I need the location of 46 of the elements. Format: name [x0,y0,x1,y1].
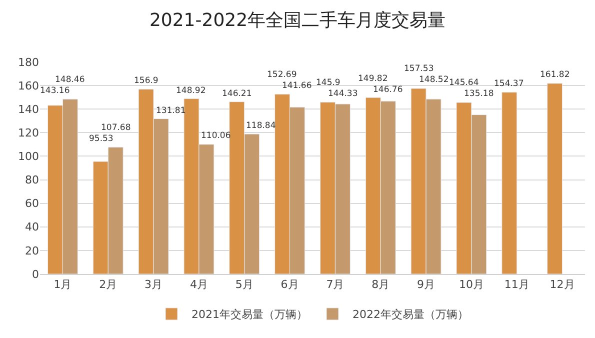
x-tick-label: 1月 [54,278,72,292]
bar [547,83,563,274]
x-tick-label: 7月 [326,278,344,292]
y-tick-label: 20 [25,244,39,258]
data-label: 135.18 [464,89,494,99]
data-label: 148.52 [419,75,449,85]
y-tick-label: 140 [18,102,39,116]
y-tick-label: 60 [25,197,39,210]
data-label: 152.69 [267,70,297,80]
x-tick-label: 8月 [372,278,390,292]
data-label: 146.21 [222,89,252,99]
y-tick-label: 80 [25,174,39,187]
data-label: 145.64 [449,78,479,88]
data-label: 149.82 [358,74,388,84]
x-tick-label: 4月 [190,278,208,292]
x-tick-label: 12月 [550,278,575,292]
data-label: 148.46 [55,75,85,85]
x-tick-label: 3月 [144,278,163,292]
x-tick-label: 10月 [458,278,484,292]
y-tick-label: 100 [18,150,39,164]
y-tick-label: 160 [18,79,39,92]
data-label: 143.16 [40,86,70,96]
y-tick-label: 0 [32,268,39,281]
x-tick-label: 5月 [235,278,254,292]
data-label: 161.82 [540,70,570,80]
y-tick-label: 120 [18,126,39,140]
x-tick-label: 9月 [417,278,436,292]
data-label: 144.33 [328,89,358,99]
data-label: 148.92 [176,86,206,96]
data-label: 157.53 [404,64,434,74]
bar [502,92,518,274]
data-label: 154.37 [494,79,524,89]
chart-title: 2021-2022年全国二手车月度交易量 [149,10,446,32]
x-tick-label: 11月 [504,278,530,292]
data-label: 141.66 [282,81,312,91]
data-label: 156.9 [134,76,158,86]
data-label: 107.68 [101,123,131,133]
legend-label: 2021年交易量（万辆） [192,308,308,322]
data-label: 145.9 [316,78,340,88]
data-label: 95.53 [89,134,114,144]
x-tick-label: 6月 [280,278,299,292]
data-label: 146.76 [373,85,403,95]
legend-label: 2022年交易量（万辆） [352,308,468,322]
y-tick-label: 40 [25,220,39,234]
y-tick-label: 180 [18,56,39,69]
x-tick-label: 2月 [99,278,118,292]
